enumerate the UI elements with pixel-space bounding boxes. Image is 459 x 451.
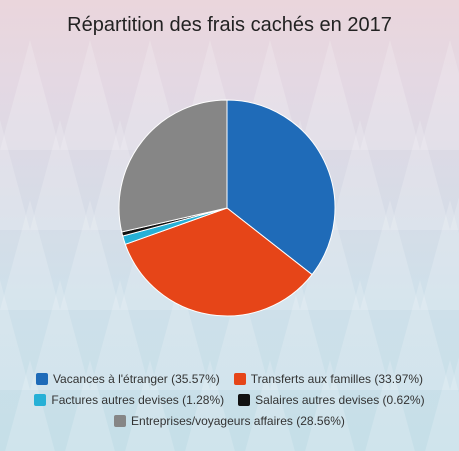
legend-item-vacances[interactable]: Vacances à l'étranger (35.57%) — [35, 372, 220, 386]
legend-swatch — [35, 373, 48, 385]
legend-swatch — [34, 394, 47, 406]
background-triangle — [300, 40, 360, 150]
legend-label: Salaires autres devises (0.62%) — [255, 393, 425, 407]
background-triangle — [270, 280, 330, 390]
background-triangle — [185, 360, 235, 451]
background-triangle — [30, 120, 90, 230]
legend: Vacances à l'étranger (35.57%) Transfert… — [0, 372, 459, 435]
pie-slice-4[interactable] — [118, 99, 228, 233]
pie-slice-1[interactable] — [124, 207, 313, 317]
background-triangle — [65, 360, 115, 451]
background-triangle — [330, 280, 390, 390]
background-triangle — [360, 200, 420, 310]
pie-slice-0[interactable] — [226, 99, 336, 276]
background-triangle — [0, 280, 30, 390]
background-triangle — [0, 40, 60, 150]
legend-item-entreprises[interactable]: Entreprises/voyageurs affaires (28.56%) — [114, 414, 345, 428]
background-triangle — [390, 120, 450, 230]
background-triangle — [150, 280, 210, 390]
legend-label: Entreprises/voyageurs affaires (28.56%) — [131, 414, 345, 428]
background-triangle — [420, 40, 459, 150]
legend-label: Vacances à l'étranger (35.57%) — [52, 372, 220, 386]
background-triangle — [420, 200, 459, 310]
background-triangle — [305, 360, 355, 451]
background-triangle — [0, 120, 30, 230]
background-triangle — [60, 200, 120, 310]
background-triangle — [390, 280, 450, 390]
background-triangle — [5, 360, 55, 451]
legend-row: Factures autres devises (1.28%) Salaires… — [0, 393, 459, 407]
background-triangle — [365, 360, 415, 451]
background-triangle — [90, 280, 150, 390]
background-triangle — [125, 360, 175, 451]
background-triangle — [425, 360, 459, 451]
background-triangle — [245, 360, 295, 451]
background-triangle — [60, 40, 120, 150]
legend-label: Transferts aux familles (33.97%) — [250, 372, 424, 386]
legend-row: Vacances à l'étranger (35.57%) Transfert… — [0, 372, 459, 386]
legend-label: Factures autres devises (1.28%) — [51, 393, 225, 407]
legend-swatch — [233, 373, 246, 385]
background-triangle — [210, 280, 270, 390]
legend-row: Entreprises/voyageurs affaires (28.56%) — [0, 414, 459, 428]
background-triangle — [30, 280, 90, 390]
legend-item-salaires[interactable]: Salaires autres devises (0.62%) — [238, 393, 425, 407]
legend-swatch — [238, 394, 251, 406]
background-triangle — [360, 40, 420, 150]
legend-swatch — [114, 415, 127, 427]
chart-title: Répartition des frais cachés en 2017 — [67, 14, 392, 36]
background-triangle — [300, 200, 360, 310]
background-triangle — [450, 357, 459, 390]
background-triangle — [330, 120, 390, 230]
legend-item-transferts[interactable]: Transferts aux familles (33.97%) — [233, 372, 424, 386]
legend-item-factures[interactable]: Factures autres devises (1.28%) — [34, 393, 224, 407]
background-triangle — [0, 200, 60, 310]
background-triangle — [450, 197, 459, 230]
